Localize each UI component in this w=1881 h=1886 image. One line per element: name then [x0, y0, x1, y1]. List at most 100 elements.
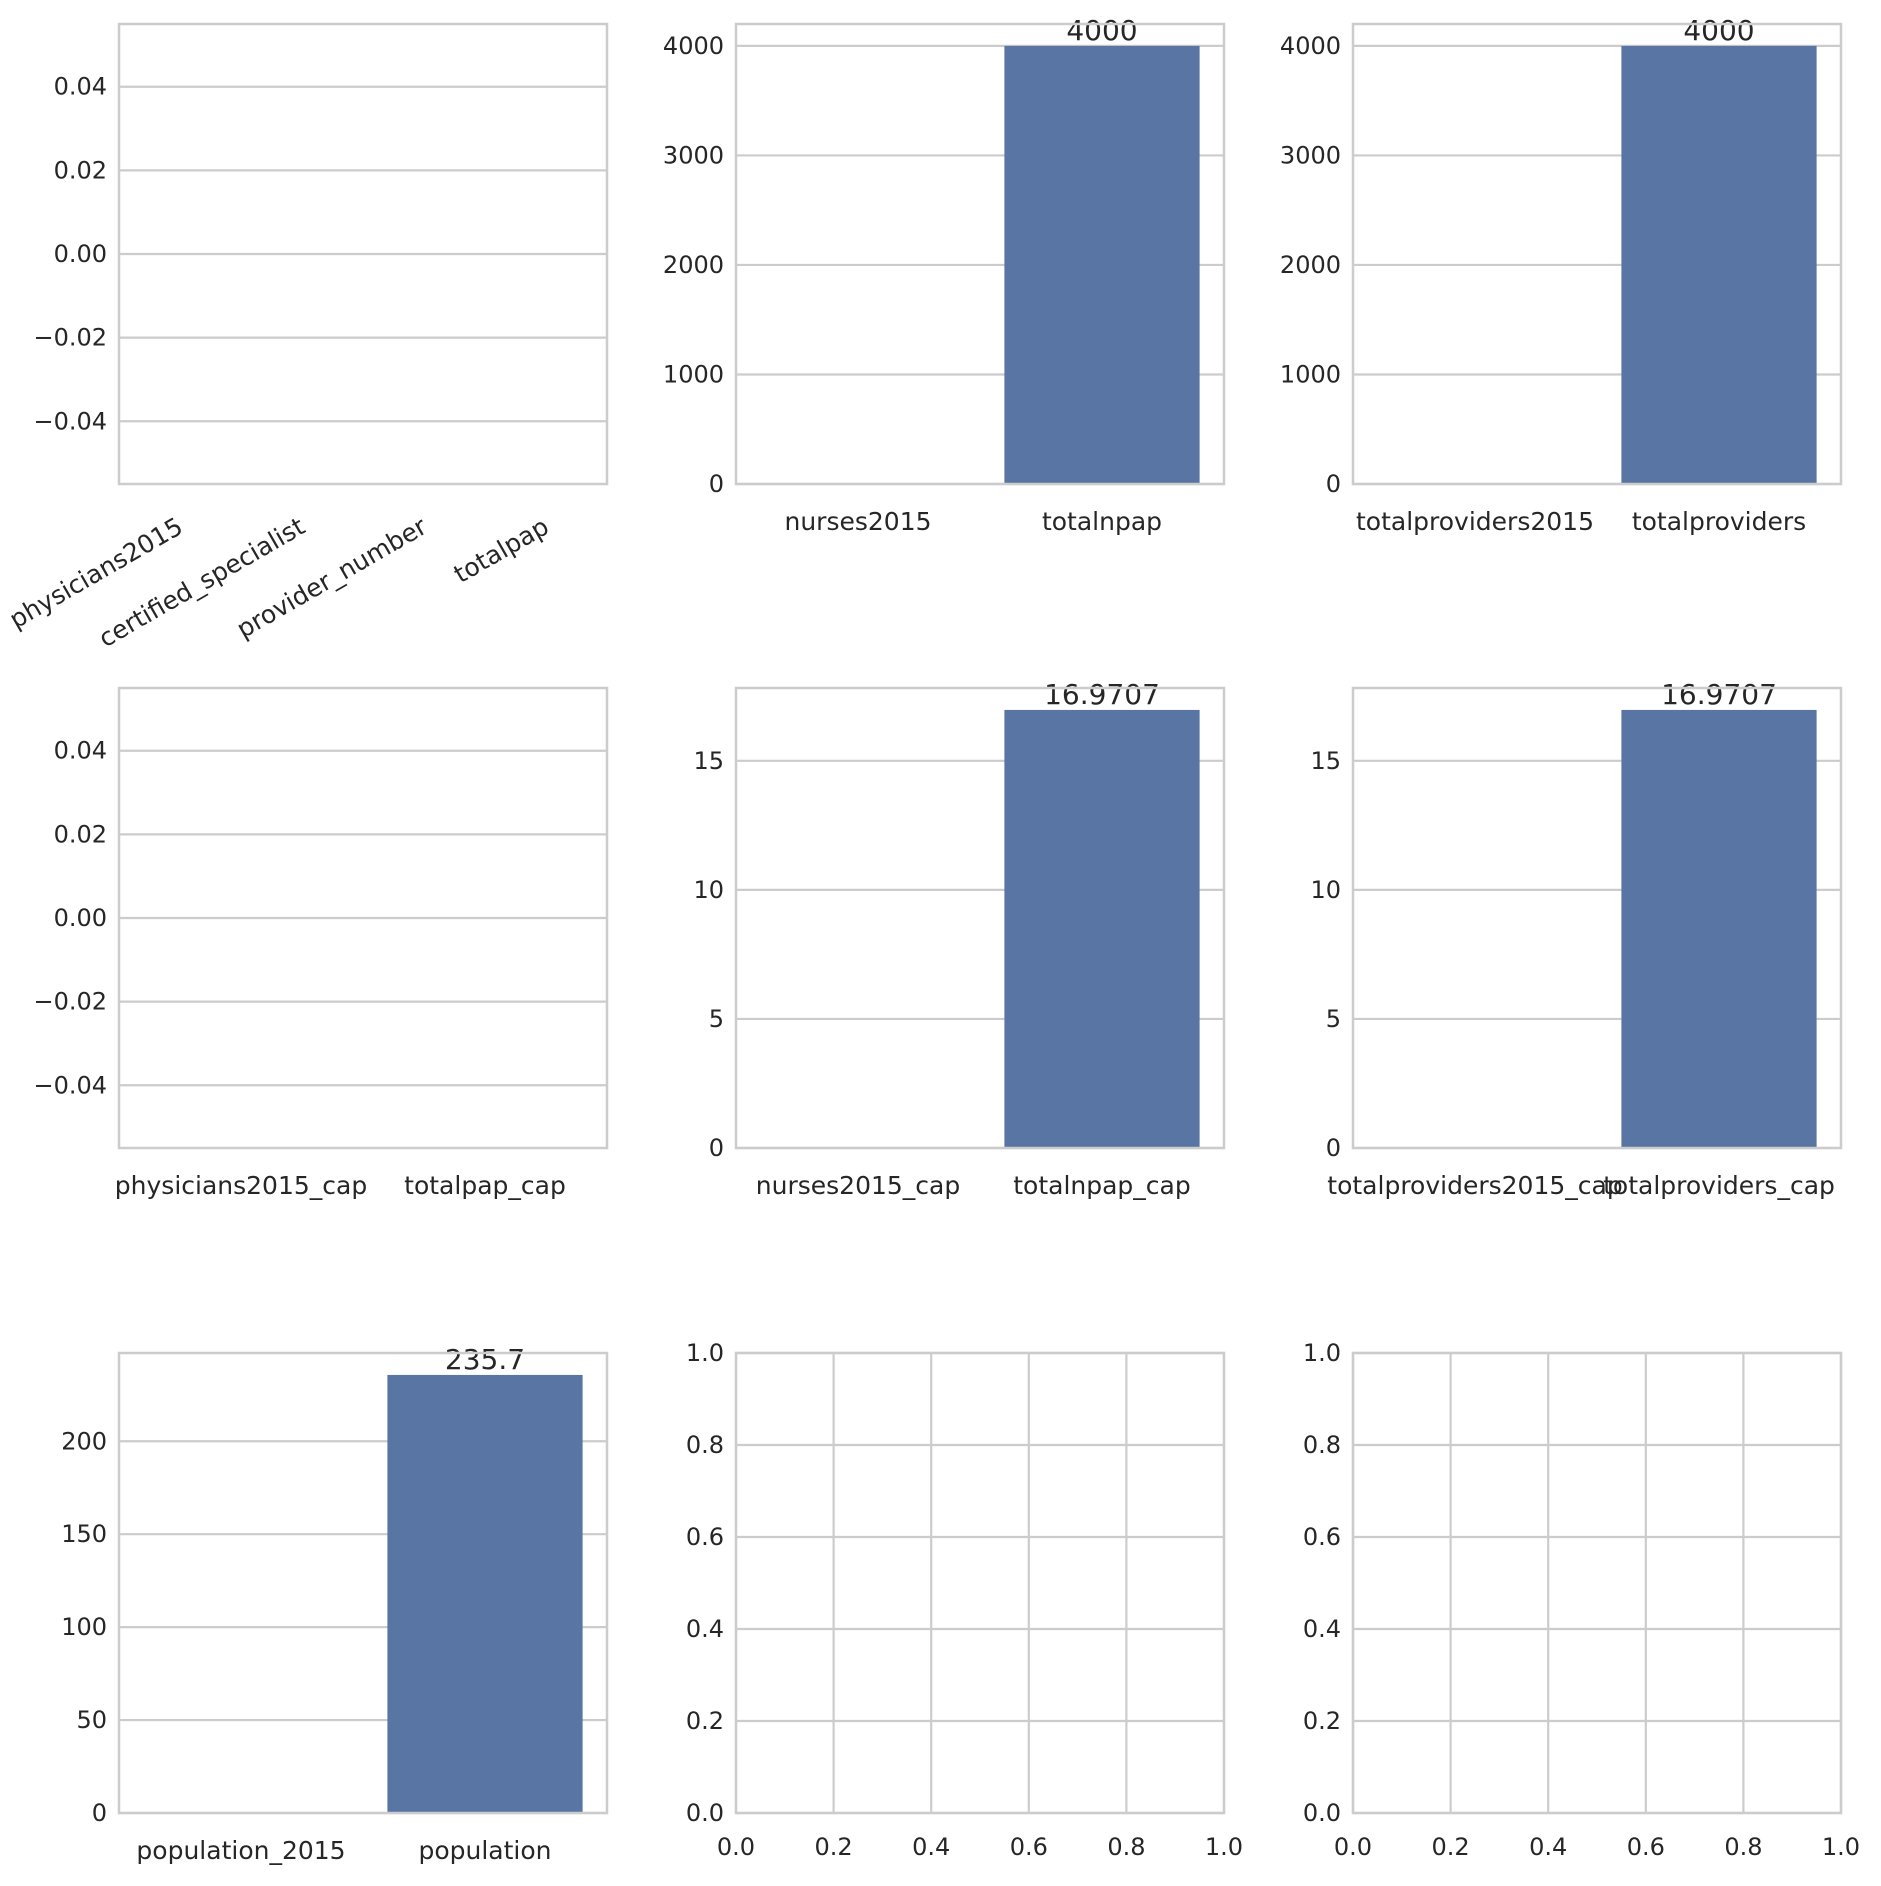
axes-frame [734, 22, 1226, 486]
bar-value-label: 4000 [1066, 14, 1137, 47]
axes-frame [734, 686, 1226, 1150]
bar [1621, 45, 1817, 485]
y-tick-label: 0 [1326, 470, 1341, 498]
y-tick-label: 0.6 [1303, 1523, 1341, 1551]
x-tick-label: totalproviders_cap [1603, 1171, 1835, 1200]
y-tick-label: 50 [76, 1706, 107, 1734]
y-tick-label: 0.6 [686, 1523, 724, 1551]
y-tick-label: 4000 [1280, 32, 1341, 60]
y-tick-label: 0.2 [1303, 1707, 1341, 1735]
x-tick-label: 1.0 [1822, 1833, 1860, 1861]
y-tick-label: −0.02 [33, 988, 107, 1016]
y-tick-label: −0.02 [33, 324, 107, 352]
x-tick-label: totalpap_cap [404, 1171, 566, 1200]
axes-frame [117, 22, 609, 486]
y-tick-label: 0.00 [54, 904, 107, 932]
y-tick-label: 10 [1310, 876, 1341, 904]
x-tick-label: 0.2 [815, 1833, 853, 1861]
x-tick-label: totalnpap_cap [1013, 1171, 1191, 1200]
x-tick-label: totalproviders2015 [1356, 507, 1594, 536]
subplot-8: 0.0 0.2 0.4 0.6 0.8 1.0 0.0 0.2 0.4 0.6 0.8 1.0 [686, 1339, 1243, 1861]
y-tick-label: 1.0 [686, 1339, 724, 1367]
y-tick-label: 5 [1326, 1005, 1341, 1033]
x-tick-label: nurses2015_cap [756, 1171, 960, 1200]
y-tick-label: 0.4 [1303, 1615, 1341, 1643]
axes-frame [734, 1351, 1226, 1815]
x-tick-label: 1.0 [1205, 1833, 1243, 1861]
y-tick-label: 2000 [1280, 251, 1341, 279]
y-tick-label: 0.0 [686, 1799, 724, 1827]
y-tick-label: 2000 [663, 251, 724, 279]
y-tick-label: 1.0 [1303, 1339, 1341, 1367]
x-tick-label: physicians2015_cap [115, 1171, 367, 1200]
y-tick-label: 0 [92, 1799, 107, 1827]
subplot-3: 0 1000 2000 3000 4000 totalproviders2015 4000 t… [1280, 14, 1843, 536]
y-tick-label: 3000 [1280, 141, 1341, 169]
y-tick-label: 0.04 [54, 737, 107, 765]
x-tick-label: 0.6 [1627, 1833, 1665, 1861]
bar-value-label: 16.9707 [1661, 678, 1777, 711]
x-tick-label: totalpap [449, 512, 554, 589]
x-tick-label: population_2015 [136, 1836, 345, 1865]
subplot-5: 0 5 10 15 nurses2015_cap 16.9707 totalnpap_cap [693, 678, 1226, 1200]
x-tick-label: 0.0 [1334, 1833, 1372, 1861]
y-tick-label: 1000 [1280, 360, 1341, 388]
axes-frame [1351, 686, 1843, 1150]
axes-frame [117, 686, 609, 1150]
subplot-6: 0 5 10 15 totalproviders2015_cap 16.9707 total… [1310, 678, 1843, 1200]
x-tick-label: certified_specialist [94, 511, 310, 653]
y-tick-label: 0.4 [686, 1615, 724, 1643]
y-tick-label: 5 [709, 1005, 724, 1033]
y-tick-label: 0.0 [1303, 1799, 1341, 1827]
y-tick-label: 100 [61, 1613, 107, 1641]
y-tick-label: 10 [693, 876, 724, 904]
subplot-1: 0.040.020.00−0.02−0.04physicians2015cert… [4, 22, 609, 653]
bar [1004, 709, 1200, 1148]
x-tick-label: totalnpap [1042, 507, 1162, 536]
subplot-9: 0.0 0.2 0.4 0.6 0.8 1.0 0.0 0.2 0.4 0.6 0.8 1.0 [1303, 1339, 1860, 1861]
x-tick-label: totalproviders2015_cap [1327, 1171, 1622, 1200]
x-tick-label: 0.0 [717, 1833, 755, 1861]
x-tick-label: 0.8 [1724, 1833, 1762, 1861]
x-tick-label: 0.2 [1432, 1833, 1470, 1861]
y-tick-label: 0.02 [54, 156, 107, 184]
x-tick-label: 0.6 [1010, 1833, 1048, 1861]
x-tick-label: population [418, 1836, 551, 1865]
subplot-2: 0 1000 2000 3000 4000 nurses2015 4000 totalnpap [663, 14, 1226, 536]
axes-frame [1351, 1351, 1843, 1815]
axes-frame [1351, 22, 1843, 486]
y-tick-label: −0.04 [33, 1071, 107, 1099]
y-tick-label: 200 [61, 1427, 107, 1455]
x-tick-label: 0.4 [1529, 1833, 1567, 1861]
y-tick-label: −0.04 [33, 407, 107, 435]
y-tick-label: 0 [709, 470, 724, 498]
subplot-7: 0 50 100 150 200 population_2015 235.7 populati… [61, 1343, 609, 1865]
y-tick-label: 150 [61, 1520, 107, 1548]
y-tick-label: 4000 [663, 32, 724, 60]
y-tick-label: 15 [1310, 747, 1341, 775]
y-tick-label: 0.2 [686, 1707, 724, 1735]
x-tick-label: totalproviders [1632, 507, 1806, 536]
bar-value-label: 4000 [1683, 14, 1754, 47]
bar [1004, 45, 1200, 485]
y-tick-label: 0 [709, 1134, 724, 1162]
y-tick-label: 15 [693, 747, 724, 775]
bar [387, 1374, 583, 1813]
y-tick-label: 0.8 [686, 1431, 724, 1459]
y-tick-label: 0.8 [1303, 1431, 1341, 1459]
bar-value-label: 235.7 [445, 1343, 525, 1376]
x-tick-label: 0.8 [1107, 1833, 1145, 1861]
x-tick-label: 0.4 [912, 1833, 950, 1861]
y-tick-label: 0.00 [54, 240, 107, 268]
bar-value-label: 16.9707 [1044, 678, 1160, 711]
y-tick-label: 1000 [663, 360, 724, 388]
x-tick-label: nurses2015 [784, 507, 931, 536]
y-tick-label: 0 [1326, 1134, 1341, 1162]
y-tick-label: 0.02 [54, 820, 107, 848]
y-tick-label: 0.04 [54, 73, 107, 101]
axes-frame [117, 1351, 609, 1815]
subplot-4: 0.04 0.02 0.00 −0.02 −0.04 physicians2015_cap… [33, 686, 609, 1200]
bar [1621, 709, 1817, 1148]
y-tick-label: 3000 [663, 141, 724, 169]
